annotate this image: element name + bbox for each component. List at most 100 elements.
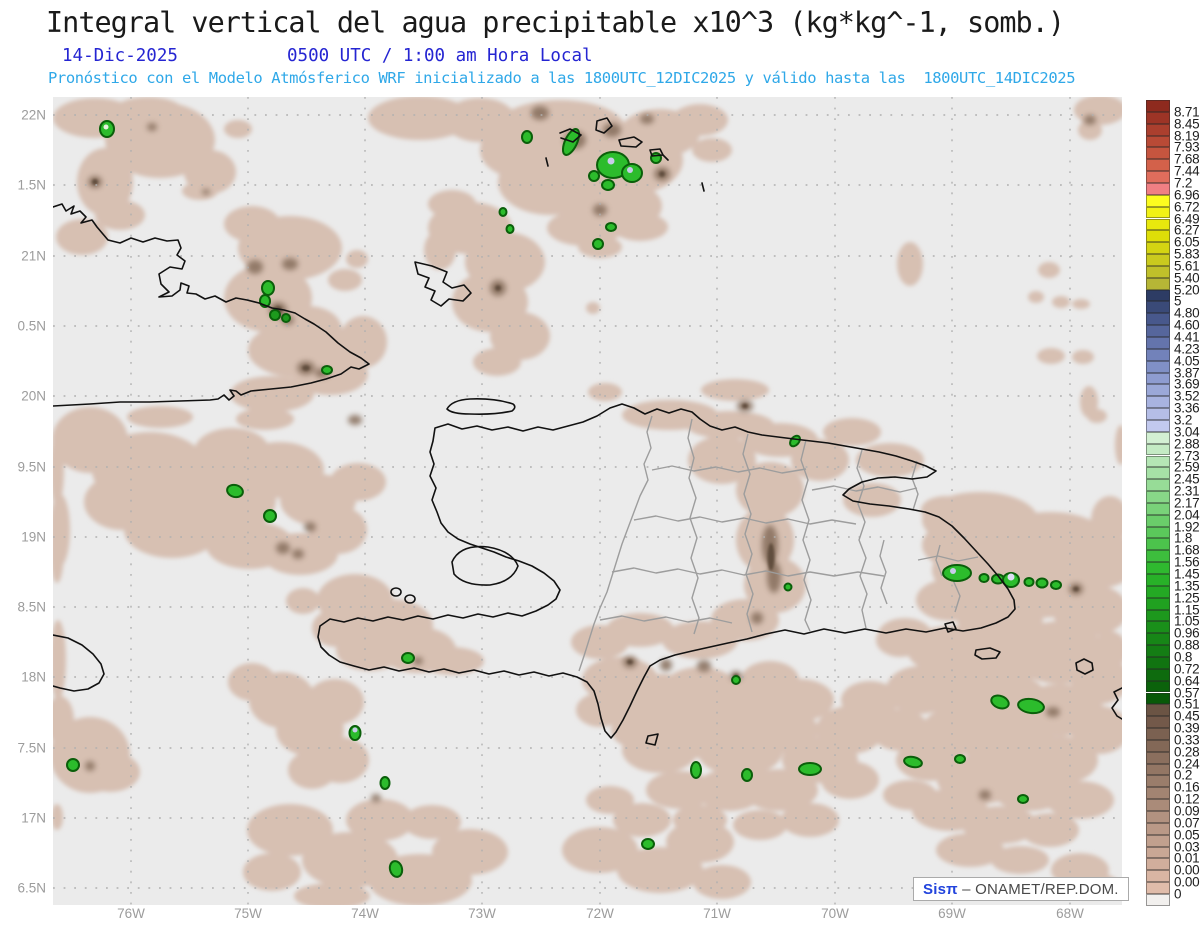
colorbar-cell bbox=[1146, 277, 1170, 290]
pale-center-layer bbox=[103, 124, 1015, 733]
colorbar-cell bbox=[1146, 479, 1170, 492]
colorbar-cell bbox=[1146, 123, 1170, 136]
colorbar-cell bbox=[1146, 502, 1170, 515]
coastlines bbox=[53, 117, 1122, 746]
colorbar-cell bbox=[1146, 254, 1170, 266]
colorbar-cell bbox=[1146, 100, 1170, 112]
colorbar-cell bbox=[1146, 242, 1170, 255]
colorbar-label: 1.458 bbox=[1174, 566, 1200, 582]
colorbar-cell bbox=[1146, 763, 1170, 776]
colorbar-label: 0.018 bbox=[1174, 850, 1200, 866]
colorbar-cell bbox=[1146, 728, 1170, 740]
colorbar-label: 6.272 bbox=[1174, 222, 1200, 238]
colorbar-label: 0.8 bbox=[1174, 649, 1193, 665]
colorbar-label: 8.45 bbox=[1174, 116, 1200, 132]
colorbar-cell bbox=[1146, 313, 1170, 326]
colorbar-cell bbox=[1146, 870, 1170, 883]
colorbar-label: 0.128 bbox=[1174, 791, 1200, 807]
colorbar-cell bbox=[1146, 194, 1170, 207]
attribution-org: ONAMET/REP.DOM. bbox=[975, 880, 1119, 898]
lon-label-70W: 70W bbox=[821, 906, 849, 921]
colorbar-cell bbox=[1146, 668, 1170, 681]
colorbar-label: 1.25 bbox=[1174, 590, 1200, 606]
colorbar-cell bbox=[1146, 787, 1170, 800]
turks-caicos-islands bbox=[545, 117, 705, 192]
colorbar-label: 0.882 bbox=[1174, 637, 1200, 653]
colorbar-cell bbox=[1146, 182, 1170, 195]
colorbar-cell bbox=[1146, 289, 1170, 302]
colorbar-label: 1.682 bbox=[1174, 542, 1200, 558]
attribution-separator: – bbox=[957, 880, 976, 898]
colorbar-label: 1.922 bbox=[1174, 519, 1200, 535]
colorbar-label: 0.288 bbox=[1174, 744, 1200, 760]
colorbar-label: 2.312 bbox=[1174, 483, 1200, 499]
lon-label-68W: 68W bbox=[1056, 906, 1084, 921]
lat-label-1.5N: 1.5N bbox=[17, 177, 46, 193]
lat-label-9.5N: 9.5N bbox=[17, 459, 46, 475]
colorbar-label: 4.232 bbox=[1174, 341, 1200, 357]
colorbar-cell bbox=[1146, 337, 1170, 349]
lon-label-75W: 75W bbox=[234, 906, 262, 921]
colorbar-label: 3.698 bbox=[1174, 376, 1200, 392]
colorbar-label: 0.392 bbox=[1174, 720, 1200, 736]
colorbar-label: 5.618 bbox=[1174, 258, 1200, 274]
colorbar-label: 6.498 bbox=[1174, 211, 1200, 226]
colorbar-cell bbox=[1146, 609, 1170, 622]
colorbar-label: 0.002 bbox=[1174, 874, 1200, 890]
colorbar-label: 0.05 bbox=[1174, 827, 1200, 843]
colorbar-label: 6.962 bbox=[1174, 187, 1200, 203]
colorbar-cell bbox=[1146, 822, 1170, 835]
colorbar-cell bbox=[1146, 799, 1170, 811]
lon-label-74W: 74W bbox=[351, 906, 379, 921]
colorbar-label: 1.568 bbox=[1174, 554, 1200, 570]
gonave-island-coastline bbox=[451, 545, 519, 586]
colorbar-cell bbox=[1146, 882, 1170, 894]
colorbar-cell bbox=[1146, 633, 1170, 646]
colorbar-cell bbox=[1146, 206, 1170, 219]
colorbar-cell bbox=[1146, 265, 1170, 278]
colorbar-label: 4.418 bbox=[1174, 329, 1200, 345]
colorbar-label: 6.728 bbox=[1174, 199, 1200, 215]
lat-label-0.5N: 0.5N bbox=[17, 318, 46, 334]
colorbar-label: 7.442 bbox=[1174, 163, 1200, 179]
colorbar-cell bbox=[1146, 491, 1170, 503]
colorbar-label: 3.042 bbox=[1174, 424, 1200, 440]
colorbar-cell bbox=[1146, 562, 1170, 574]
colorbar-label: 2.592 bbox=[1174, 459, 1200, 475]
colorbar-cell bbox=[1146, 716, 1170, 729]
colorbar-label: 1.152 bbox=[1174, 602, 1200, 618]
colorbar-cell bbox=[1146, 739, 1170, 752]
colorbar-label: 0.338 bbox=[1174, 732, 1200, 748]
colorbar-cell bbox=[1146, 301, 1170, 314]
colorbar-cell bbox=[1146, 585, 1170, 598]
tan-contour-layer bbox=[53, 97, 1122, 905]
colorbar-label: 8.192 bbox=[1174, 128, 1200, 144]
catalina-islet bbox=[944, 621, 957, 633]
jamaica-coastline bbox=[53, 634, 105, 692]
colorbar-cell bbox=[1146, 645, 1170, 657]
colorbar-cell bbox=[1146, 396, 1170, 409]
lon-label-73W: 73W bbox=[468, 906, 496, 921]
colorbar-cell bbox=[1146, 111, 1170, 124]
brown-core-layer bbox=[92, 171, 1079, 678]
colorbar-cell bbox=[1146, 467, 1170, 480]
lat-label-19N: 19N bbox=[21, 529, 46, 545]
colorbar-label: 0.512 bbox=[1174, 696, 1200, 712]
colorbar-label: 1.8 bbox=[1174, 530, 1193, 546]
colorbar-cell bbox=[1146, 656, 1170, 669]
colorbar-label: 0.242 bbox=[1174, 756, 1200, 772]
cayemites-islets bbox=[390, 587, 416, 604]
colorbar-label: 0.968 bbox=[1174, 625, 1200, 641]
colorbar-label: 0 bbox=[1174, 886, 1182, 902]
lat-label-8.5N: 8.5N bbox=[17, 599, 46, 615]
lat-label-6.5N: 6.5N bbox=[17, 880, 46, 896]
puerto-rico-coast-fragment bbox=[1111, 687, 1122, 720]
colorbar-cell bbox=[1146, 597, 1170, 610]
province-borders bbox=[578, 415, 979, 672]
colorbar-cell bbox=[1146, 384, 1170, 397]
valid-time: 0500 UTC / 1:00 am Hora Local bbox=[287, 46, 593, 66]
colorbar-label: 7.688 bbox=[1174, 151, 1200, 167]
tortuga-coastline bbox=[446, 398, 516, 415]
colorbar-label: 5.202 bbox=[1174, 282, 1200, 298]
